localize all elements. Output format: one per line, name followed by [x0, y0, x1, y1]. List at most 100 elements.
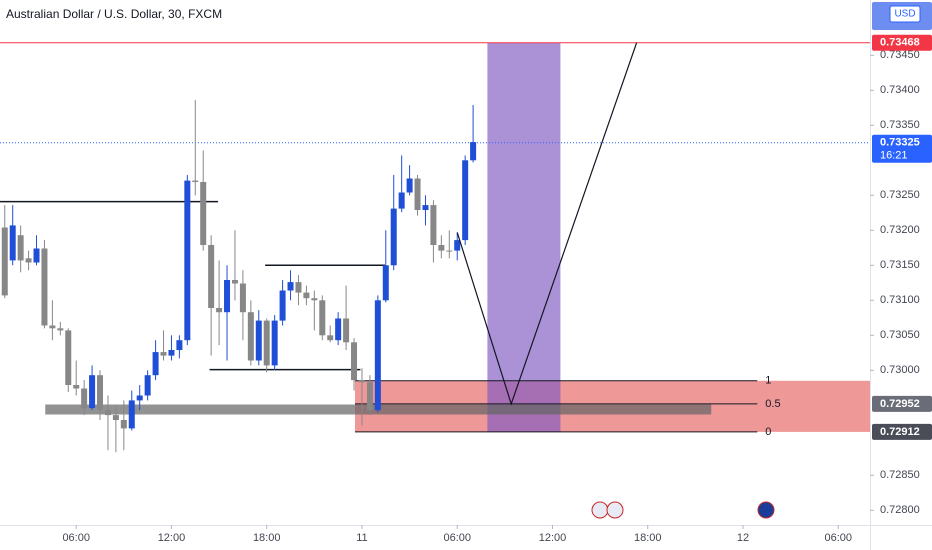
candle-body [81, 388, 88, 409]
candle-body [25, 258, 32, 263]
x-tick-label: 18:00 [634, 532, 662, 544]
candle-body [208, 245, 215, 308]
candle-body [73, 385, 80, 389]
candle-body [57, 328, 64, 331]
candle-body [279, 290, 286, 321]
candle-body [41, 248, 48, 326]
range-box [487, 42, 561, 432]
candle-body [176, 340, 183, 350]
candle-body [358, 380, 365, 383]
candle-body [17, 235, 24, 261]
fib-label: 0 [765, 426, 771, 438]
x-tick-label: 12:00 [539, 532, 567, 544]
candle-body [406, 178, 413, 193]
candle-body [192, 180, 199, 182]
y-tick-label: 0.73050 [880, 329, 920, 341]
price-badge-label: 0.73468 [880, 37, 920, 49]
candle-body [255, 320, 262, 361]
candle-body [287, 282, 294, 291]
y-tick-label: 0.73250 [880, 189, 920, 201]
candle-body [231, 280, 238, 284]
candle-body [446, 250, 453, 252]
event-icons [591, 501, 775, 519]
y-tick-label: 0.73350 [880, 119, 920, 131]
candle-body [89, 375, 96, 409]
y-tick-label: 0.73150 [880, 259, 920, 271]
candle-body [319, 300, 326, 336]
candle-body [414, 178, 421, 210]
x-tick-label: 06:00 [443, 532, 471, 544]
candle-body [152, 352, 159, 376]
event-icon [757, 501, 775, 519]
candle-body [422, 205, 429, 210]
event-icon [591, 501, 609, 519]
price-badge [872, 134, 932, 163]
price-badge-label: 0.72952 [880, 398, 920, 410]
candle-body [438, 245, 445, 251]
candle-body [454, 240, 461, 251]
candle-body [374, 300, 381, 411]
candle-body [216, 308, 223, 313]
candle-body [430, 205, 437, 245]
fib-label: 1 [765, 375, 771, 387]
candle-body [247, 312, 254, 361]
candle-body [104, 410, 111, 416]
y-tick-label: 0.72800 [880, 504, 920, 516]
candle-body [295, 282, 302, 293]
x-tick-label: 12 [737, 532, 749, 544]
x-tick-label: 18:00 [253, 532, 281, 544]
candle-body [112, 415, 119, 420]
y-tick-label: 0.73400 [880, 84, 920, 96]
candle-body [366, 382, 373, 411]
candle-body [327, 335, 334, 341]
candle-body [263, 320, 270, 366]
candle-body [343, 318, 350, 343]
candle-body [97, 375, 104, 411]
price-badge [872, 395, 932, 412]
candle-body [120, 420, 127, 429]
candle-body [239, 283, 246, 313]
candle-body [382, 265, 389, 301]
price-badge-label: 0.73325 [880, 137, 920, 149]
event-icon [606, 501, 624, 519]
price-badge-label: 0.72912 [880, 426, 920, 438]
candle-body [160, 352, 167, 356]
plot-area: 10.50 [0, 42, 870, 453]
candle-body [168, 350, 175, 356]
countdown-label: 16:21 [880, 150, 908, 162]
chart-title: Australian Dollar / U.S. Dollar, 30, FXC… [6, 7, 222, 21]
candle-body [1, 227, 8, 296]
x-tick-label: 06:00 [62, 532, 90, 544]
price-badge [872, 423, 932, 440]
y-tick-label: 0.73450 [880, 49, 920, 61]
candle-body [33, 248, 40, 263]
candle-body [271, 320, 278, 366]
candle-body [136, 395, 143, 401]
candle-body [470, 142, 477, 161]
fib-label: 0.5 [765, 398, 780, 410]
candle-body [351, 342, 358, 381]
candle-body [128, 400, 135, 429]
candle-body [65, 330, 72, 385]
x-tick-label: 11 [356, 532, 367, 544]
x-tick-label: 06:00 [824, 532, 852, 544]
projection-path [456, 42, 638, 406]
y-tick-label: 0.73200 [880, 224, 920, 236]
candle-body [311, 298, 318, 301]
candle-body [184, 180, 191, 341]
y-tick-label: 0.72850 [880, 469, 920, 481]
price-badge [872, 34, 932, 51]
currency-label: USD [894, 9, 915, 20]
candle-body [335, 318, 342, 341]
currency-box [889, 5, 921, 23]
y-tick-label: 0.73100 [880, 294, 920, 306]
candle-body [144, 375, 151, 396]
candle-body [200, 182, 207, 245]
y-tick-label: 0.73000 [880, 364, 920, 376]
candle-body [224, 280, 231, 313]
candle-body [390, 208, 397, 266]
candle-body [49, 325, 56, 329]
candle-body [9, 225, 16, 261]
